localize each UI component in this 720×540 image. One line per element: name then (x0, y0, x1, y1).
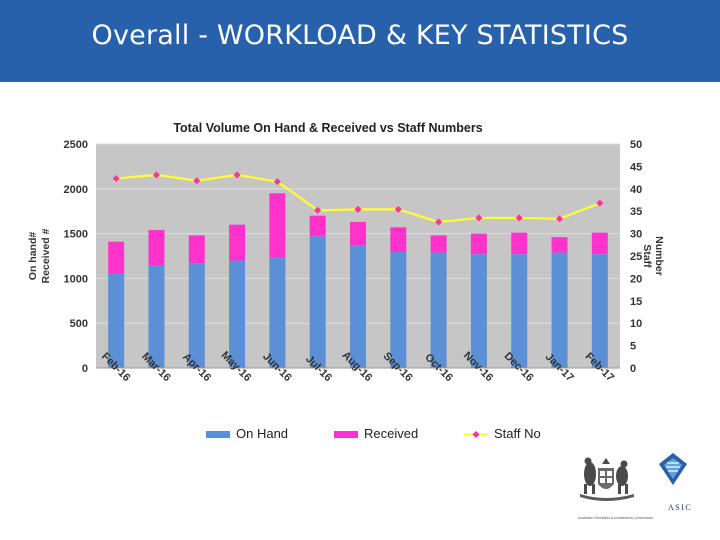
bar-received (511, 232, 528, 255)
y-tick-label: 1500 (64, 229, 88, 241)
bar-on-hand (269, 257, 286, 368)
bar-received (430, 235, 447, 253)
legend-label: On Hand (236, 426, 288, 441)
bar-on-hand (430, 252, 447, 368)
y2-tick-label: 10 (630, 318, 642, 330)
staff-point (273, 178, 281, 186)
y2-tick-label: 35 (630, 206, 642, 218)
staff-point (394, 205, 402, 213)
staff-point (596, 199, 604, 207)
staff-point (193, 177, 201, 185)
staff-point (435, 218, 443, 226)
bar-on-hand (350, 245, 366, 368)
staff-point (556, 215, 564, 223)
y-tick-label: 1000 (64, 273, 88, 285)
y2-tick-label: 25 (630, 251, 642, 263)
bar-received (551, 237, 568, 253)
bar-received (108, 241, 125, 274)
bar-on-hand (309, 236, 326, 368)
staff-point (152, 171, 160, 179)
y2-tick-label: 45 (630, 161, 642, 173)
y-tick-label: 500 (70, 318, 88, 330)
workload-chart: 0 500 1000 1500 2000 2500 0 5 10 15 20 25 30 35 40 45 50… (27, 121, 665, 441)
bar-received (309, 215, 326, 237)
asic-wordmark: ASIC (668, 503, 693, 512)
y2-tick-label: 15 (630, 296, 642, 308)
bar-on-hand (148, 264, 165, 368)
y2-tick-label: 40 (630, 184, 642, 196)
y2-axis-label: Number (653, 236, 665, 276)
title-bar (0, 0, 720, 82)
y2-tick-label: 30 (630, 229, 642, 241)
bar-received (591, 232, 608, 255)
asic-emblem-icon (659, 453, 687, 485)
staff-point (314, 206, 322, 214)
bar-received (269, 193, 286, 258)
staff-point (475, 214, 483, 222)
staff-point (233, 171, 241, 179)
y2-tick-label: 5 (630, 341, 636, 353)
bar-on-hand (390, 251, 407, 368)
chart-title: Total Volume On Hand & Received vs Staff… (173, 121, 482, 135)
bar-received (470, 233, 487, 255)
bar-received (148, 230, 165, 265)
bar-on-hand (470, 254, 487, 368)
bar-received (390, 227, 407, 252)
bar-on-hand (229, 260, 246, 368)
y-axis-label: On hand# (27, 232, 39, 281)
y2-axis-label: Staff (641, 244, 653, 268)
bar-on-hand (108, 273, 125, 368)
bar-received (229, 224, 246, 261)
y2-tick-label: 50 (630, 139, 642, 151)
bar-on-hand (551, 252, 568, 368)
legend-swatch (334, 431, 358, 438)
legend-label: Staff No (494, 426, 541, 441)
y-tick-label: 2500 (64, 139, 88, 151)
y-tick-label: 2000 (64, 184, 88, 196)
legend-marker (472, 430, 480, 439)
bar-received (188, 235, 205, 264)
bar-on-hand (188, 263, 205, 368)
y-axis-label: Received # (40, 228, 52, 283)
bar-on-hand (511, 254, 528, 368)
slide-title: Overall - WORKLOAD & KEY STATISTICS (91, 20, 629, 51)
legend-label: Received (364, 426, 418, 441)
legend-swatch (206, 431, 230, 438)
y2-tick-label: 0 (630, 363, 636, 375)
bar-received (350, 221, 366, 246)
y-tick-label: 0 (82, 363, 88, 375)
bar-on-hand (591, 254, 608, 368)
y2-tick-label: 20 (630, 273, 642, 285)
asic-logo: ASIC Australian Securities & Investments… (576, 450, 700, 528)
staff-point (354, 205, 362, 213)
logo-subtitle: Australian Securities & Investments Comm… (578, 516, 654, 520)
coat-of-arms-icon (580, 457, 634, 501)
staff-point (515, 214, 523, 222)
